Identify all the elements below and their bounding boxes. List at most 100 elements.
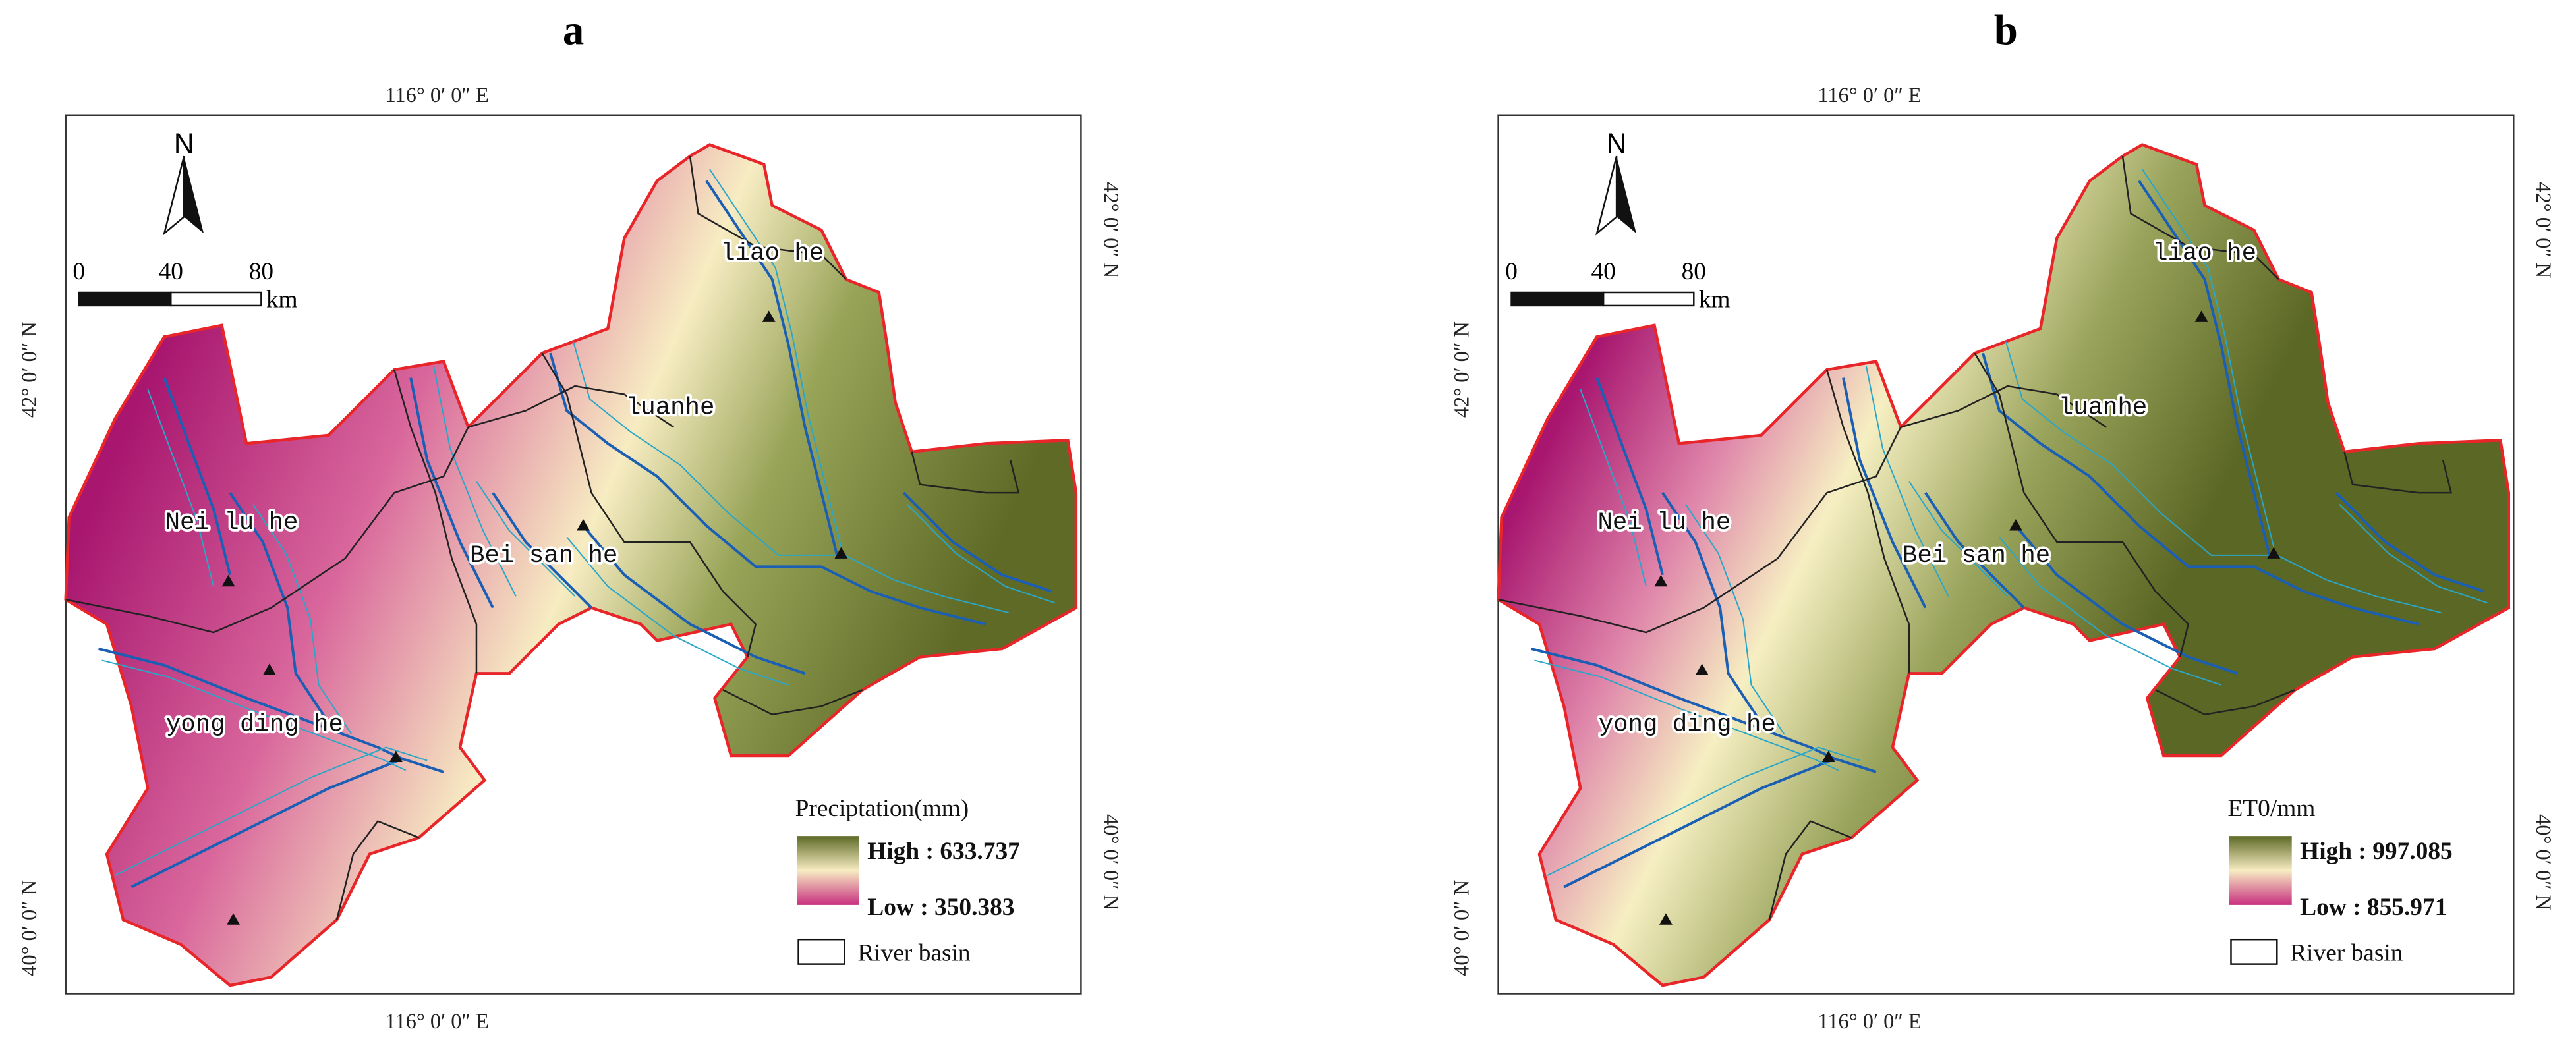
tributary: [1999, 536, 2221, 686]
tributary: [476, 481, 576, 597]
sub-basin-boundary: [911, 451, 1020, 494]
tributary: [1534, 659, 1839, 771]
longitude-label: 116° 0′ 0″ E: [385, 84, 488, 107]
river: [1982, 352, 2419, 626]
river: [1661, 492, 1763, 724]
station: [227, 913, 240, 925]
tributary: [2142, 169, 2275, 547]
basin-label: luanhe: [626, 394, 715, 422]
tributary: [906, 503, 1055, 604]
legend-basin: River basin: [2290, 940, 2403, 967]
legend-high: High : 633.737: [867, 838, 1020, 865]
latitude-label: 40° 0′ 0″ N: [1099, 814, 1122, 910]
tributary: [252, 504, 353, 735]
station: [2267, 547, 2281, 559]
legend-low: Low : 350.383: [867, 894, 1014, 921]
tributary: [1866, 366, 1949, 597]
river: [163, 377, 231, 576]
tributary: [101, 659, 407, 771]
basin-label: liao he: [2153, 240, 2256, 267]
scale-label: 40: [159, 258, 183, 285]
scale-label: 0: [72, 258, 85, 285]
north-label: N: [174, 128, 194, 159]
map-panel: b 116° 0′ 0″ E 116° 0′ 0″ E 42° 0′ 0″ N 40° …: [1450, 7, 2555, 1034]
scale-unit: km: [266, 286, 298, 313]
legend-high: High : 997.085: [2300, 838, 2453, 865]
river: [1842, 377, 1927, 609]
river: [130, 757, 444, 889]
river: [2335, 491, 2485, 593]
scale-label: 0: [1505, 258, 1518, 285]
sub-basin-boundary: [1826, 369, 1910, 674]
river: [2015, 524, 2239, 675]
tributary: [709, 169, 842, 547]
sub-basin-boundary: [1498, 426, 1902, 634]
tributary: [147, 389, 215, 587]
scale-bar: [78, 291, 172, 307]
map-frame: [1497, 114, 2515, 995]
sub-basin-boundary: [1901, 385, 2107, 428]
river: [2138, 180, 2272, 559]
river: [1563, 757, 1877, 889]
north-arrow: [184, 156, 204, 234]
basin-area: [64, 143, 1078, 987]
station: [1695, 663, 1709, 675]
latitude-label: 42° 0′ 0″ N: [2531, 182, 2555, 278]
legend-basin: River basin: [857, 940, 971, 967]
tributary: [1580, 389, 1647, 587]
basin-label: yong ding he: [166, 711, 343, 739]
legend-swatch: [797, 938, 845, 965]
scale-label: 80: [249, 258, 273, 285]
legend-swatch: [2230, 938, 2278, 965]
north-arrow: [1617, 156, 1637, 234]
station: [1654, 574, 1668, 587]
sub-basin-boundary: [1768, 820, 1852, 920]
longitude-label: 116° 0′ 0″ E: [385, 1010, 488, 1034]
station: [762, 310, 776, 322]
station: [1659, 913, 1673, 925]
tributary: [2005, 341, 2442, 614]
tributary: [2339, 503, 2488, 604]
station: [834, 547, 848, 559]
panel-label: a: [563, 7, 584, 55]
river: [409, 377, 494, 609]
north-arrow: [1595, 155, 1618, 236]
longitude-label: 116° 0′ 0″ E: [1818, 1010, 1921, 1034]
basin-label: luanhe: [2059, 394, 2148, 422]
station: [221, 574, 235, 587]
north-arrow: [163, 155, 185, 236]
latitude-label: 42° 0′ 0″ N: [1450, 321, 1474, 418]
river: [1595, 377, 1664, 576]
basin-label: Bei san he: [470, 542, 617, 570]
legend-gradient: [2229, 836, 2292, 905]
tributary: [1908, 481, 2009, 597]
river: [902, 491, 1052, 593]
latitude-label: 42° 0′ 0″ N: [18, 321, 42, 418]
river: [705, 180, 840, 559]
legend-low: Low : 855.971: [2300, 894, 2447, 921]
latitude-label: 42° 0′ 0″ N: [1099, 182, 1122, 278]
station: [389, 750, 403, 762]
basin-label: Nei lu he: [165, 509, 299, 537]
latitude-label: 40° 0′ 0″ N: [2531, 814, 2555, 910]
basin-label: yong ding he: [1599, 711, 1776, 739]
station: [1821, 750, 1835, 762]
scale-bar: [170, 291, 262, 307]
scale-label: 80: [1682, 258, 1706, 285]
station: [2009, 519, 2022, 531]
river: [1924, 492, 2025, 609]
sub-basin-boundary: [393, 369, 478, 674]
tributary: [573, 341, 1009, 614]
longitude-label: 116° 0′ 0″ E: [1818, 84, 1921, 107]
sub-basin-boundary: [2121, 155, 2279, 280]
tributary: [566, 536, 789, 686]
station: [577, 519, 590, 531]
river: [229, 492, 330, 724]
scale-label: 40: [1591, 258, 1615, 285]
river: [549, 352, 987, 626]
sub-basin-boundary: [335, 820, 420, 920]
map-frame: [65, 114, 1082, 995]
basin-label: liao he: [720, 240, 824, 267]
sub-basin-boundary: [2343, 451, 2453, 494]
